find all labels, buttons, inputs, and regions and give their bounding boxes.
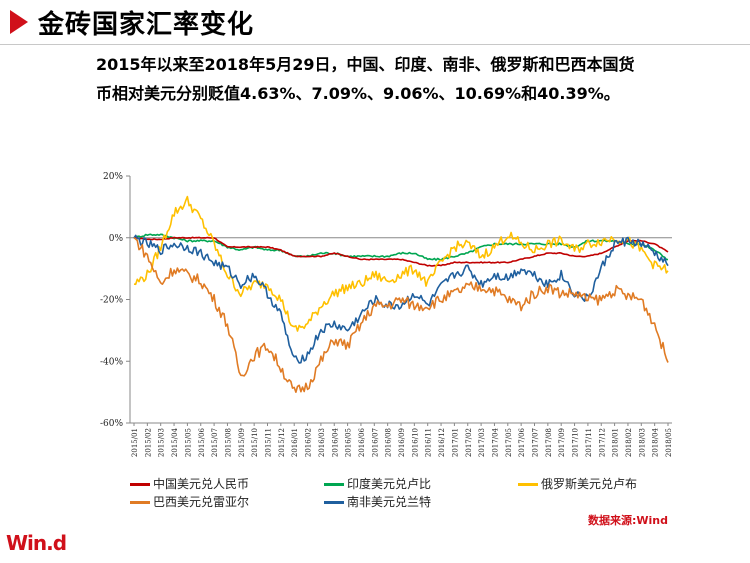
x-tick-label: 2016/12	[438, 428, 446, 457]
x-tick-label: 2017/04	[491, 427, 499, 457]
x-tick-label: 2016/10	[411, 428, 419, 457]
chart-legend: 中国美元兑人民币 印度美元兑卢比 俄罗斯美元兑卢布巴西美元兑雷亚尔 南非美元兑兰特	[130, 476, 730, 516]
x-tick-label: 2018/03	[638, 428, 646, 457]
x-tick-label: 2015/07	[211, 428, 219, 457]
x-tick-label: 2017/09	[558, 428, 566, 457]
y-tick-label: -40%	[100, 357, 123, 367]
x-tick-label: 2016/06	[358, 427, 366, 457]
x-tick-label: 2018/02	[625, 428, 633, 457]
series-line-1	[133, 236, 669, 267]
summary-line-1: 2015年以来至2018年5月29日，中国、印度、南非、俄罗斯和巴西本国货	[96, 55, 635, 74]
summary-line-2: 币相对美元分别贬值4.63%、7.09%、9.06%、10.69%和40.39%…	[96, 84, 620, 103]
legend-label: 巴西美元兑雷亚尔	[153, 495, 250, 509]
x-tick-label: 2017/06	[518, 427, 526, 457]
legend-swatch	[324, 483, 344, 486]
x-tick-label: 2016/07	[371, 428, 379, 457]
x-tick-label: 2017/11	[585, 428, 593, 457]
x-tick-label: 2016/09	[398, 428, 406, 457]
x-tick-label: 2018/04	[652, 427, 660, 457]
x-tick-label: 2016/05	[345, 428, 353, 457]
legend-label: 南非美元兑兰特	[347, 495, 432, 509]
slide-title: 金砖国家汇率变化	[38, 10, 255, 40]
x-tick-label: 2017/05	[505, 428, 513, 457]
x-tick-label: 2017/07	[532, 428, 540, 457]
series-line-4	[133, 237, 669, 394]
x-tick-label: 2016/11	[425, 428, 433, 457]
x-tick-label: 2015/08	[224, 428, 232, 457]
summary-text: 2015年以来至2018年5月29日，中国、印度、南非、俄罗斯和巴西本国货 币相…	[96, 50, 736, 108]
x-tick-label: 2016/08	[385, 428, 393, 457]
legend-swatch	[518, 483, 538, 486]
title-bar: 金砖国家汇率变化	[0, 0, 750, 46]
x-tick-label: 2017/02	[465, 428, 473, 457]
x-tick-label: 2015/04	[171, 427, 179, 457]
legend-label: 印度美元兑卢比	[347, 477, 432, 491]
legend-swatch	[130, 501, 150, 504]
x-tick-label: 2016/02	[305, 428, 313, 457]
series-line-2	[133, 233, 669, 261]
legend-label: 中国美元兑人民币	[153, 477, 250, 491]
x-tick-label: 2015/05	[184, 428, 192, 457]
y-tick-label: 0%	[109, 234, 124, 244]
x-tick-label: 2017/01	[451, 428, 459, 457]
x-tick-label: 2017/03	[478, 428, 486, 457]
y-tick-label: 20%	[103, 172, 123, 182]
data-source: 数据来源:Wind	[588, 514, 669, 527]
x-tick-label: 2015/06	[198, 427, 206, 457]
x-tick-label: 2015/02	[144, 428, 152, 457]
x-tick-label: 2017/08	[545, 428, 553, 457]
x-tick-label: 2017/12	[598, 428, 606, 457]
legend-swatch	[130, 483, 150, 486]
x-tick-label: 2015/03	[158, 428, 166, 457]
x-tick-label: 2017/10	[572, 428, 580, 457]
x-tick-label: 2015/11	[265, 428, 273, 457]
title-triangle-icon	[10, 10, 28, 34]
x-tick-label: 2016/01	[291, 428, 299, 457]
x-tick-label: 2018/01	[612, 428, 620, 457]
x-tick-label: 2015/12	[278, 428, 286, 457]
legend-label: 俄罗斯美元兑卢布	[541, 477, 638, 491]
x-tick-label: 2015/01	[131, 428, 139, 457]
series-line-3	[133, 195, 669, 332]
x-tick-label: 2018/05	[665, 428, 673, 457]
x-tick-label: 2015/09	[238, 428, 246, 457]
title-divider	[0, 44, 750, 45]
wind-logo: Win.d	[6, 531, 67, 555]
x-tick-label: 2015/10	[251, 428, 259, 457]
y-tick-label: -60%	[100, 419, 123, 429]
x-tick-label: 2016/04	[331, 427, 339, 457]
y-tick-label: -20%	[100, 296, 123, 306]
legend-swatch	[324, 501, 344, 504]
x-tick-label: 2016/03	[318, 428, 326, 457]
